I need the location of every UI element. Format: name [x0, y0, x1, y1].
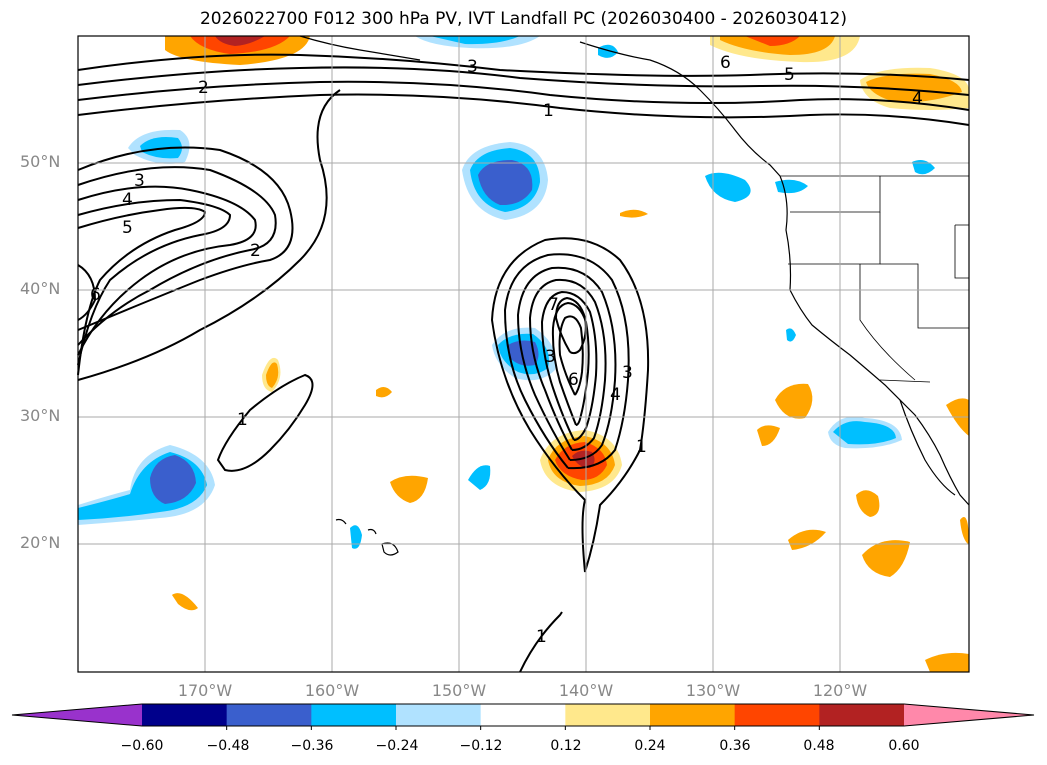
lon-label: 120°W	[812, 681, 868, 700]
colorbar-segment	[142, 704, 228, 726]
contour-label: 3	[622, 363, 633, 383]
colorbar-tick-label: 0.24	[634, 738, 666, 754]
colorbar-tick-label: −0.12	[459, 738, 503, 754]
colorbar-tick-label: −0.48	[206, 738, 250, 754]
contour-label: 1	[536, 627, 547, 647]
colorbar-tick-label: −0.36	[290, 738, 334, 754]
colorbar-tick-label: −0.60	[120, 738, 164, 754]
lat-label: 20°N	[20, 533, 61, 552]
contour-label: 7	[548, 295, 559, 315]
coastline	[299, 35, 970, 556]
colorbar-segment	[650, 704, 736, 726]
graticule	[78, 36, 969, 672]
lat-label: 30°N	[20, 406, 61, 425]
colorbar-segment	[565, 704, 651, 726]
contour-label: 6	[90, 285, 101, 305]
colorbar-tick-label: −0.24	[375, 738, 419, 754]
pv-contours	[77, 53, 970, 673]
contour-label: 5	[784, 65, 795, 85]
contour-label: 1	[543, 101, 554, 121]
chart-title: 2026022700 F012 300 hPa PV, IVT Landfall…	[199, 9, 847, 29]
lon-label: 140°W	[558, 681, 614, 700]
colorbar-outline	[11, 703, 1035, 727]
colorbar-tick-label: 0.60	[888, 738, 920, 754]
lon-label: 130°W	[685, 681, 741, 700]
contour-label: 1	[636, 437, 647, 457]
lon-label: 160°W	[304, 681, 360, 700]
lat-label: 40°N	[20, 279, 61, 298]
colorbar-tick-label: 0.48	[803, 738, 835, 754]
colorbar-segments	[11, 703, 1035, 730]
map-frame	[77, 35, 970, 673]
colorbar-segment	[226, 704, 312, 726]
contour-label: 2	[250, 241, 261, 261]
contour-label: 3	[545, 347, 556, 367]
contour-label: 5	[122, 218, 133, 238]
colorbar-extend-min	[12, 704, 142, 726]
contour-label: 6	[568, 370, 579, 390]
contour-label: 2	[198, 78, 209, 98]
colorbar-tick-label: 0.12	[550, 738, 582, 754]
colorbar-segment	[734, 704, 820, 726]
contour-label: 4	[610, 385, 621, 405]
contour-labels: 2 3 6 5 4 1 3 4 5 2 6 1 7 3 6 4 3 1 1	[90, 53, 923, 647]
colorbar-segment	[311, 704, 397, 726]
lon-label: 170°W	[177, 681, 233, 700]
contour-label: 1	[237, 410, 248, 430]
contour-label: 6	[720, 53, 731, 73]
colorbar-segment	[480, 704, 566, 726]
colorbar-segment	[819, 704, 905, 726]
lat-label: 50°N	[20, 152, 61, 171]
contour-label: 4	[122, 190, 133, 210]
colorbar-segment	[396, 704, 482, 726]
boundary-lines	[780, 175, 969, 383]
colorbar-tick-label: 0.36	[719, 738, 751, 754]
contour-label: 3	[134, 171, 145, 191]
contour-label: 3	[467, 57, 478, 77]
contour-label: 4	[912, 89, 923, 109]
lon-label: 150°W	[431, 681, 487, 700]
colorbar-extend-max	[904, 704, 1034, 726]
